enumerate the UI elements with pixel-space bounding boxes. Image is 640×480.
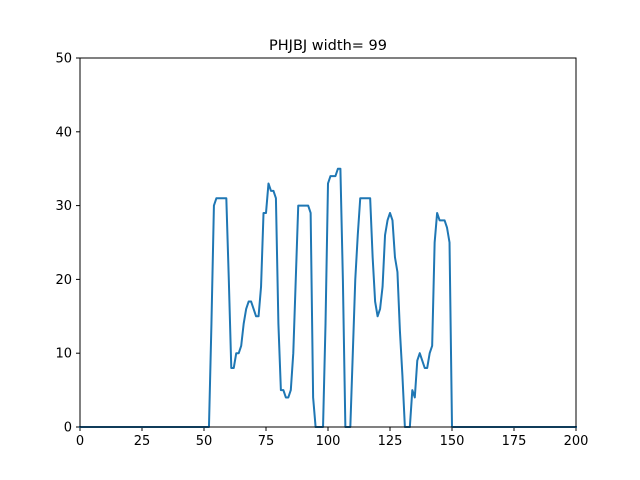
- y-tick-label: 10: [55, 347, 72, 362]
- x-tick-label: 125: [378, 434, 403, 449]
- x-axis: 0 25 50 75 100 125 150 175 200: [76, 427, 589, 449]
- plot-area: 0 25 50 75 100 125 150 175 200 0 10 20 30 40 50: [55, 52, 588, 450]
- x-tick-label: 50: [196, 434, 213, 449]
- y-tick-label: 0: [64, 421, 72, 436]
- x-tick-label: 25: [134, 434, 151, 449]
- x-tick-label: 0: [76, 434, 84, 449]
- x-tick-label: 100: [316, 434, 341, 449]
- chart-title: PHJBJ width= 99: [269, 38, 387, 54]
- x-tick-label: 150: [440, 434, 465, 449]
- series-line: [79, 167, 577, 428]
- x-tick-label: 200: [564, 434, 589, 449]
- y-tick-label: 30: [55, 199, 72, 214]
- y-tick-label: 20: [55, 273, 72, 288]
- plot-frame: [79, 57, 577, 428]
- y-tick-label: 50: [55, 52, 72, 67]
- x-tick-label: 75: [258, 434, 275, 449]
- y-tick-label: 40: [55, 125, 72, 140]
- y-axis: 0 10 20 30 40 50: [55, 52, 80, 436]
- x-tick-label: 175: [502, 434, 527, 449]
